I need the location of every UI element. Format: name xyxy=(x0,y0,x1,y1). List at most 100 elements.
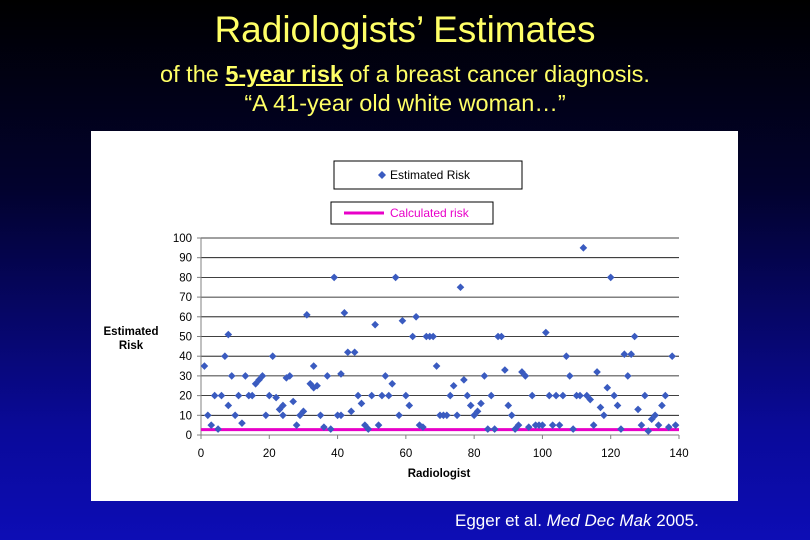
x-axis-ticks: 0 20 40 60 80 100 120 140 xyxy=(198,435,689,460)
x-tick-label: 20 xyxy=(263,448,276,460)
data-point xyxy=(569,425,577,433)
subtitle-post: of a breast cancer diagnosis. xyxy=(342,61,650,87)
data-point xyxy=(429,332,437,341)
data-point xyxy=(443,411,451,420)
x-tick-label: 0 xyxy=(198,448,204,460)
data-point xyxy=(303,311,311,319)
data-point xyxy=(651,411,659,420)
data-point xyxy=(337,370,345,378)
y-axis-label: Estimated Risk xyxy=(104,326,159,352)
data-point xyxy=(463,391,472,400)
data-point xyxy=(521,372,530,380)
data-point xyxy=(210,391,219,400)
data-point xyxy=(285,372,294,380)
data-point xyxy=(405,401,414,410)
data-point xyxy=(497,332,506,341)
data-point xyxy=(658,401,666,410)
data-point xyxy=(248,391,257,400)
data-point xyxy=(664,423,673,431)
data-point xyxy=(654,421,663,429)
data-point xyxy=(613,401,622,410)
estimated-risk-points xyxy=(200,244,680,435)
data-point xyxy=(579,244,588,252)
data-point xyxy=(292,421,301,429)
data-point xyxy=(637,421,646,429)
x-tick-label: 100 xyxy=(533,448,552,460)
data-point xyxy=(231,411,239,420)
y-axis-label-line: Estimated xyxy=(104,326,159,338)
data-point xyxy=(449,381,458,390)
y-tick-label: 20 xyxy=(179,391,192,403)
legend-estimated-label: Estimated Risk xyxy=(390,168,471,182)
data-point xyxy=(623,372,632,380)
data-point xyxy=(340,309,349,317)
data-point xyxy=(480,372,489,380)
y-tick-label: 90 xyxy=(179,253,192,265)
data-point xyxy=(456,283,465,292)
data-point xyxy=(402,391,410,400)
data-point xyxy=(630,332,639,341)
data-point xyxy=(552,391,560,400)
legend-estimated-risk: Estimated Risk xyxy=(333,160,523,190)
data-point xyxy=(484,425,492,433)
data-point xyxy=(490,425,499,433)
data-point xyxy=(398,316,407,325)
data-point xyxy=(384,391,393,400)
data-point xyxy=(415,421,424,429)
data-point xyxy=(514,421,523,429)
data-point xyxy=(289,397,297,406)
data-point xyxy=(371,320,379,329)
y-tick-label: 40 xyxy=(179,351,192,363)
data-point xyxy=(470,411,478,420)
data-point xyxy=(227,372,236,380)
data-point xyxy=(617,425,625,433)
data-point xyxy=(466,401,475,410)
x-axis-label: Radiologist xyxy=(408,468,471,480)
data-point xyxy=(364,425,373,433)
data-point xyxy=(596,403,605,412)
data-point xyxy=(361,421,369,429)
data-point xyxy=(309,383,318,392)
data-point xyxy=(627,350,635,359)
data-point xyxy=(388,379,396,388)
citation-year: 2005. xyxy=(651,511,699,530)
x-tick-label: 120 xyxy=(601,448,620,460)
legend-calculated-risk: Calculated risk xyxy=(330,201,494,225)
data-point xyxy=(408,332,417,341)
data-point xyxy=(279,411,287,420)
data-point xyxy=(562,352,571,360)
data-point xyxy=(221,352,229,360)
data-point xyxy=(357,399,366,408)
data-point xyxy=(600,411,608,420)
data-point xyxy=(589,421,598,429)
data-point xyxy=(668,352,676,360)
data-point xyxy=(576,391,584,400)
data-point xyxy=(432,362,441,370)
data-point xyxy=(272,393,280,402)
data-point xyxy=(262,411,270,420)
data-point xyxy=(320,423,328,431)
y-tick-label: 70 xyxy=(179,292,192,304)
y-tick-label: 10 xyxy=(179,410,192,422)
data-point xyxy=(234,391,243,400)
y-tick-label: 60 xyxy=(179,312,192,324)
data-point xyxy=(316,411,325,420)
data-point xyxy=(224,330,233,339)
data-point xyxy=(671,421,680,429)
data-point xyxy=(214,425,222,433)
data-point xyxy=(501,366,509,374)
data-point xyxy=(367,391,376,400)
data-point xyxy=(275,405,284,414)
data-point xyxy=(620,350,629,359)
y-tick-label: 80 xyxy=(179,272,192,284)
data-point xyxy=(347,407,356,416)
y-tick-label: 30 xyxy=(179,371,192,383)
slide-title: Radiologists’ Estimates xyxy=(214,9,596,50)
y-tick-label: 100 xyxy=(173,233,192,245)
data-point xyxy=(207,421,216,429)
data-point xyxy=(378,391,386,400)
subtitle-line-1: of the 5-year risk of a breast cancer di… xyxy=(0,60,810,88)
data-point xyxy=(412,313,420,321)
subtitle-emphasis: 5-year risk xyxy=(225,61,343,87)
data-point xyxy=(606,273,615,282)
